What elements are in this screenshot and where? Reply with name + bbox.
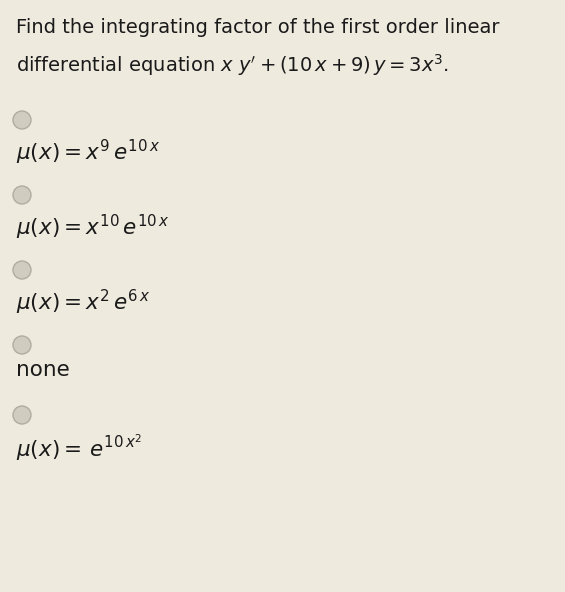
Text: $\mu(x)=x^{10}\,e^{10\,x}$: $\mu(x)=x^{10}\,e^{10\,x}$ xyxy=(16,213,169,242)
Text: Find the integrating factor of the first order linear: Find the integrating factor of the first… xyxy=(16,18,499,37)
Circle shape xyxy=(13,261,31,279)
Text: $\mu(x)=x^2\,e^{6\,x}$: $\mu(x)=x^2\,e^{6\,x}$ xyxy=(16,288,150,317)
Text: $\mu(x)=\,e^{10\,x^2}$: $\mu(x)=\,e^{10\,x^2}$ xyxy=(16,433,142,464)
Circle shape xyxy=(13,336,31,354)
Circle shape xyxy=(13,186,31,204)
Circle shape xyxy=(13,111,31,129)
Text: $\mu(x)=x^9\,e^{10\,x}$: $\mu(x)=x^9\,e^{10\,x}$ xyxy=(16,138,160,167)
Circle shape xyxy=(13,406,31,424)
Text: differential equation $x$ $y^{\prime}+(10\,x+9)\,y=3x^3$.: differential equation $x$ $y^{\prime}+(1… xyxy=(16,52,449,78)
Text: none: none xyxy=(16,360,69,380)
